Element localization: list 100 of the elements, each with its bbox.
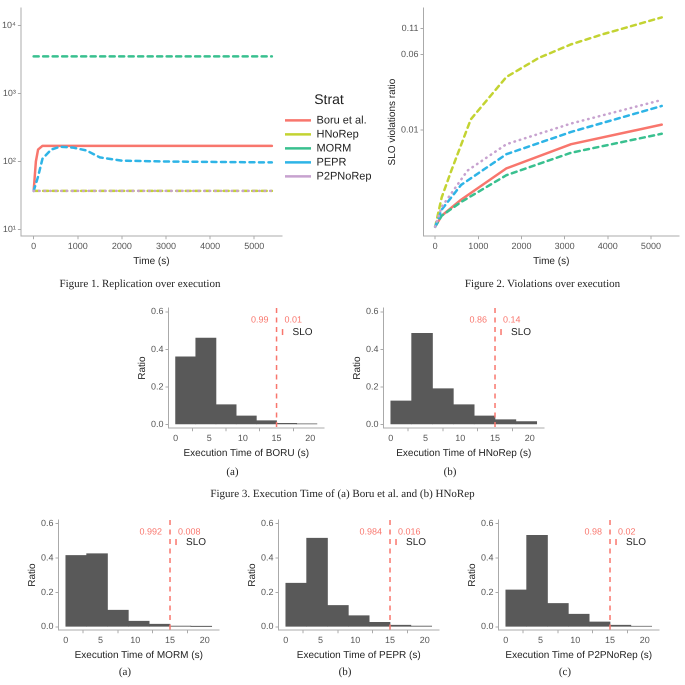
x-tick-label: 10 [570,635,580,646]
y-tick-label: 0.2 [150,381,164,392]
annotation: 0.86 [469,314,488,324]
annotation: 0.99 [251,314,269,324]
legend-label: HNoRep [316,128,359,140]
y-tick-label: 0.2 [260,586,274,597]
annotation: 0.016 [398,526,421,536]
y-tick-label: 0.06 [400,48,419,59]
x-tick-label: 0 [432,241,438,252]
x-tick-label: 3000 [156,241,176,252]
y-axis-title: Ratio [466,562,478,587]
legend-title: Strat [314,90,344,107]
y-tick-label: 0.0 [40,621,54,632]
x-tick-label: 20 [420,635,430,646]
x-tick-label: 5 [206,433,212,444]
x-tick-label: 5 [423,433,428,444]
ref-line-label: SLO [626,536,646,548]
x-tick-label: 15 [490,433,500,444]
x-tick-label: 4000 [598,241,618,252]
x-tick-label: 0 [63,635,68,646]
text: (b) [338,666,352,678]
x-tick-label: 20 [305,433,316,444]
annotation: 0.992 [139,526,162,536]
line-series [434,16,663,228]
y-tick-label: 0.4 [366,344,379,354]
y-tick-label: 0.0 [480,621,494,632]
x-tick-label: 20 [640,635,650,646]
x-tick-label: 10 [130,635,140,646]
text: (a) [225,466,240,478]
y-axis-title: Ratio [352,356,363,380]
annotation: 0.008 [178,526,201,536]
y-tick-label: 0.0 [150,418,164,429]
x-tick-label: 0 [503,635,508,646]
caption: Figure 2. Violations over execution [464,278,622,290]
x-tick-label: 2000 [511,241,532,252]
y-tick-label: 10⁴ [2,20,16,30]
x-axis-title: Execution Time of P2PNoRep (s) [505,650,652,661]
x-tick-label: 10 [238,433,248,444]
y-axis-title: SLO violations ratio [386,78,398,166]
x-tick-label: 5 [98,635,104,646]
annotation: 0.02 [618,526,636,536]
ref-line-label: SLO [186,536,206,548]
y-axis-title: Ratio [246,562,258,587]
x-tick-label: 1000 [68,241,88,252]
text: (c) [558,666,572,678]
y-tick-label: 0.01 [400,124,419,134]
caption: Figure 1. Replication over execution [58,278,222,290]
x-tick-label: 15 [605,635,616,646]
annotation: 0.984 [359,526,382,536]
x-tick-label: 5000 [244,241,264,252]
x-tick-label: 15 [165,635,176,646]
y-tick-label: 0.6 [150,306,164,316]
y-tick-label: 0.4 [40,552,54,562]
y-tick-label: 10² [2,156,16,166]
y-tick-label: 10¹ [2,224,16,234]
y-tick-label: 0.2 [480,586,494,597]
x-tick-label: 4000 [200,241,220,252]
y-tick-label: 0.11 [402,23,419,34]
y-tick-label: 0.4 [480,552,494,562]
y-tick-label: 0.6 [260,518,274,528]
x-tick-label: 3000 [554,241,575,252]
x-tick-label: 1000 [468,241,488,252]
x-tick-label: 0 [31,241,36,252]
y-tick-label: 0.4 [260,552,274,562]
x-tick-label: 5 [538,635,544,646]
y-tick-label: 0.0 [260,621,274,632]
y-axis-title: Ratio [136,356,148,380]
y-tick-label: 0.4 [150,344,164,354]
x-tick-label: 5 [318,635,324,646]
y-tick-label: 0.6 [40,518,54,528]
legend-label: MORM [316,142,352,154]
ref-line-label: SLO [511,326,532,338]
y-tick-label: 10³ [2,88,16,98]
text: (a) [118,666,132,678]
legend-label: P2PNoRep [316,170,372,182]
x-axis-title: Time (s) [133,256,170,267]
x-tick-label: 0 [388,433,394,444]
x-tick-label: 10 [455,433,466,444]
x-tick-label: 2000 [112,241,132,252]
ref-line-label: SLO [292,326,313,338]
x-tick-label: 10 [350,635,360,646]
x-axis-title: Execution Time of HNoRep (s) [396,448,532,459]
legend-label: PEPR [316,156,347,168]
x-tick-label: 5000 [640,241,661,252]
annotation: 0.14 [503,314,521,324]
y-axis-title: Ratio [26,562,38,587]
x-tick-label: 15 [385,635,396,646]
x-tick-label: 15 [272,433,282,444]
x-axis-title: Execution Time of MORM (s) [74,650,203,661]
y-tick-label: 0.6 [480,518,494,528]
y-tick-label: 0.0 [366,418,379,429]
y-tick-label: 0.2 [366,381,379,392]
x-tick-label: 20 [200,635,210,646]
x-axis-title: Execution Time of PEPR (s) [296,650,421,661]
ref-line-label: SLO [406,536,426,548]
y-tick-label: 0.6 [366,306,379,316]
caption: Figure 3. Execution Time of (a) Boru et al. and (b) HNoRep [209,488,476,500]
text: (b) [442,466,458,478]
y-tick-label: 0.2 [40,586,54,597]
x-tick-label: 0 [283,635,288,646]
